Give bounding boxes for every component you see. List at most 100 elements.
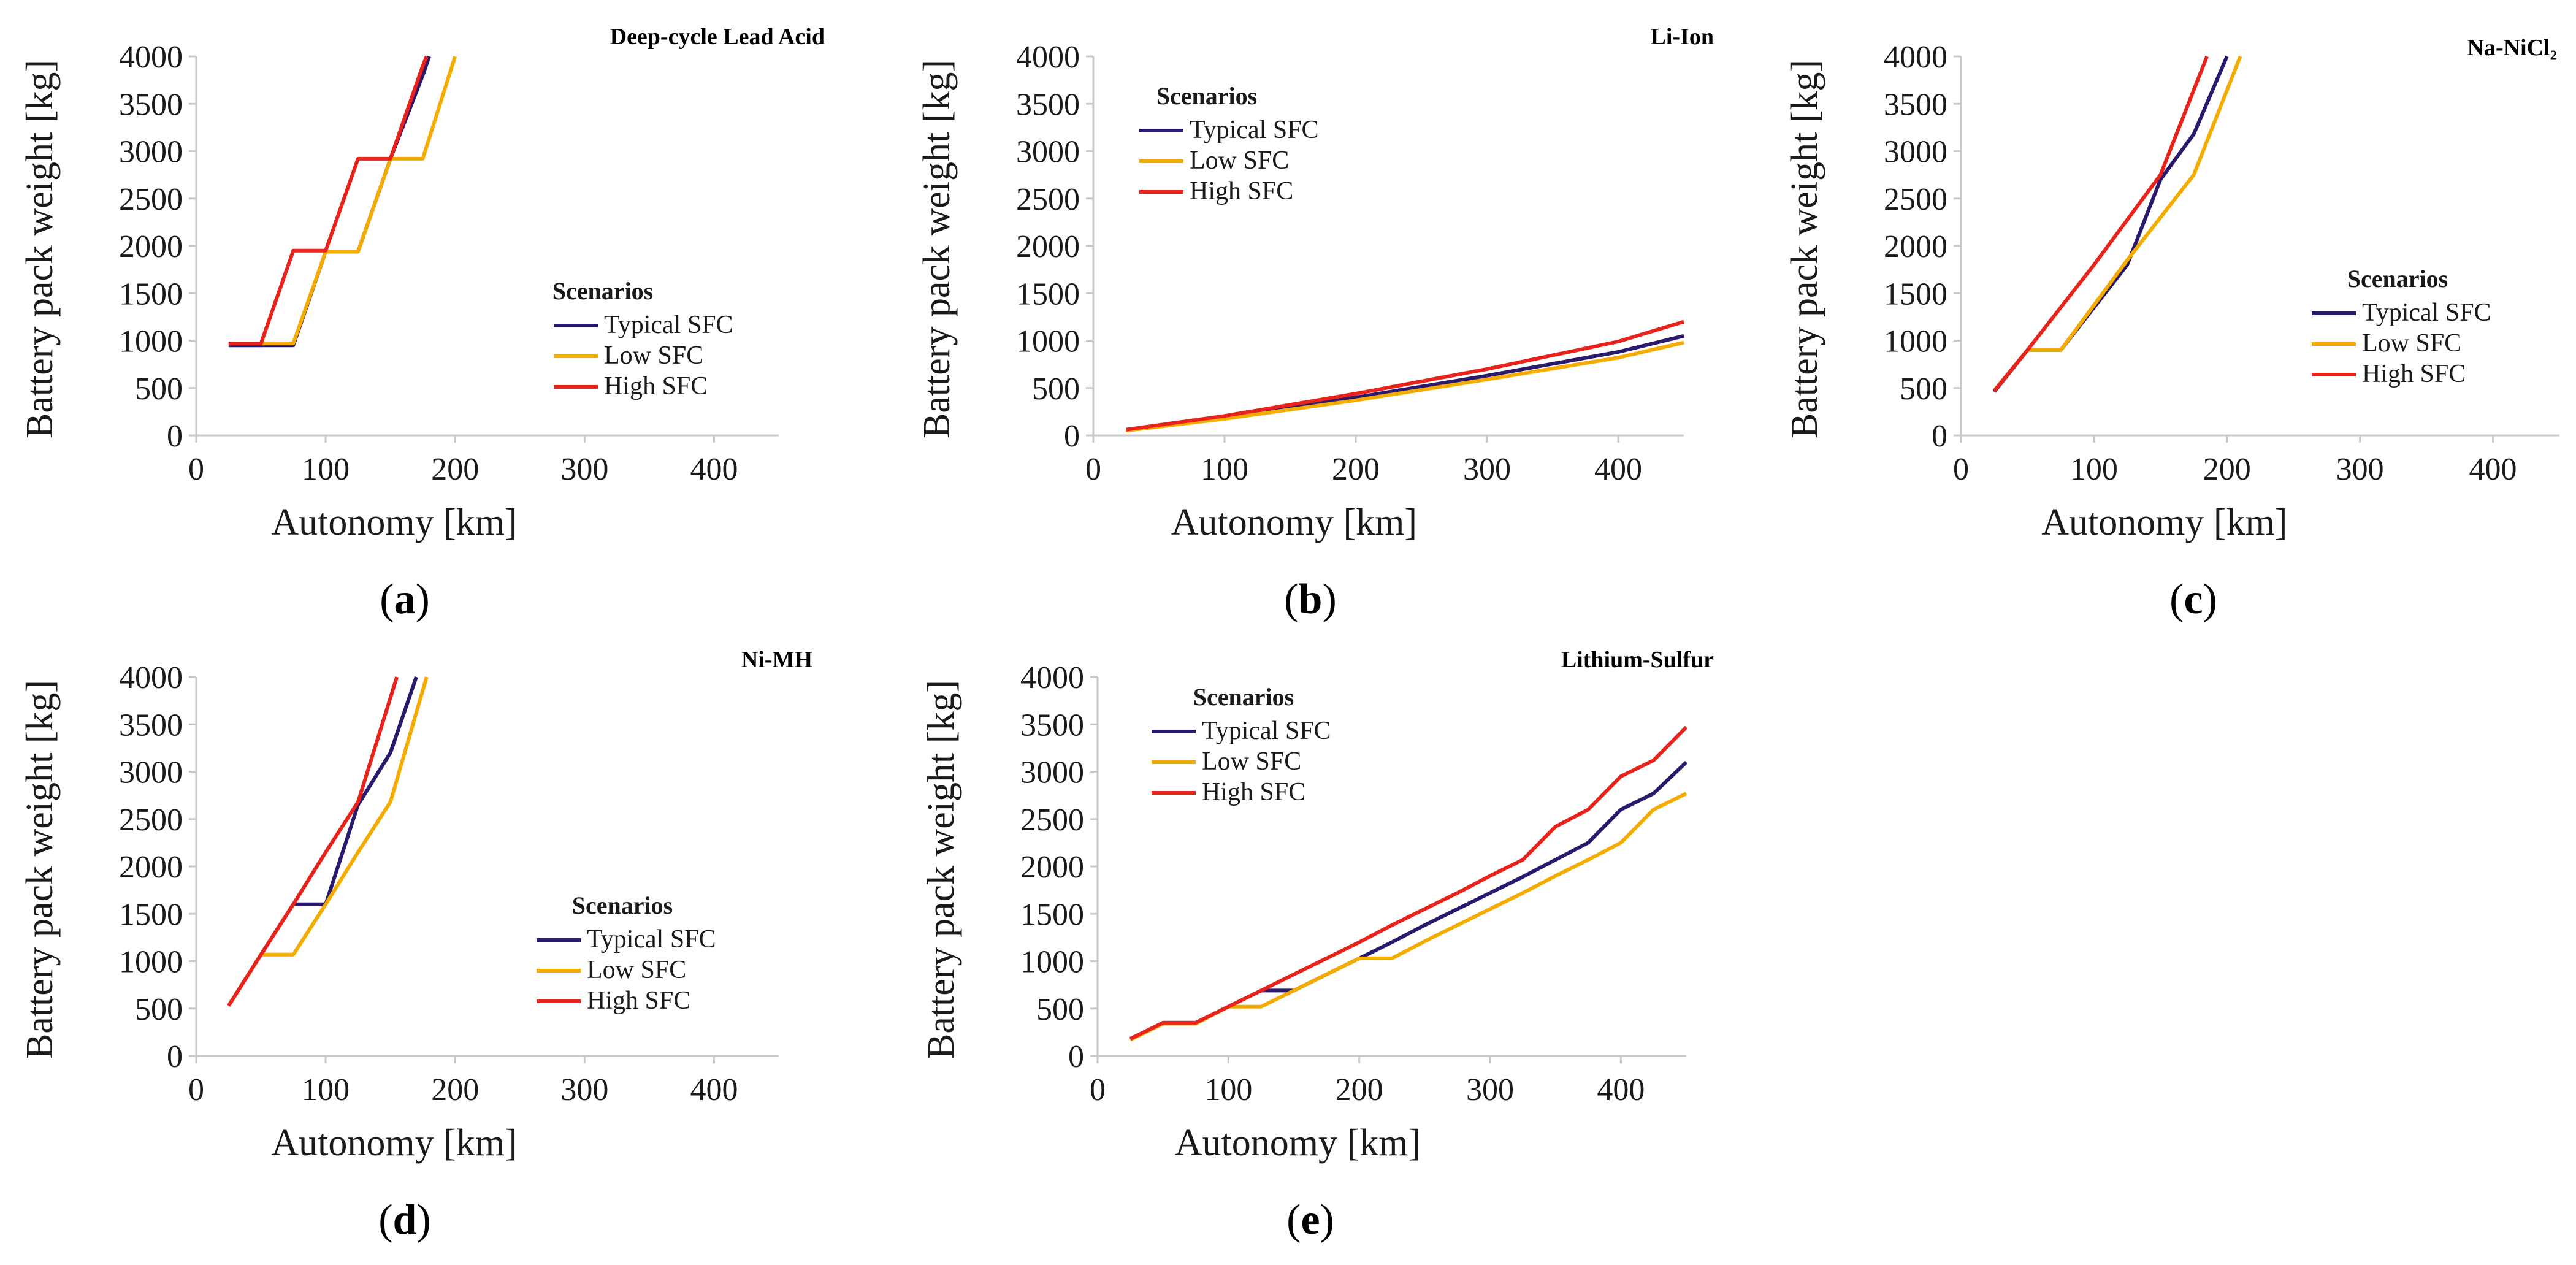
x-tick-label: 300	[1466, 1072, 1514, 1107]
y-tick-label: 0	[1932, 419, 1947, 454]
y-tick-label: 1000	[1884, 324, 1947, 359]
panel-label: (c)	[2169, 576, 2217, 623]
y-tick-label: 0	[167, 1039, 183, 1074]
y-tick-label: 0	[1068, 1039, 1084, 1074]
legend-label: High SFC	[587, 987, 690, 1015]
legend-title: Scenarios	[1193, 683, 1294, 711]
legend-label: Low SFC	[587, 956, 686, 984]
x-tick-label: 0	[1085, 452, 1101, 487]
y-tick-label: 0	[167, 419, 183, 454]
x-tick-label: 100	[1201, 452, 1248, 487]
y-tick-label: 2000	[1884, 229, 1947, 264]
x-tick-label: 300	[560, 1072, 608, 1107]
y-tick-label: 500	[1900, 372, 1947, 407]
chart-title: Na-NiCl₂	[2467, 35, 2558, 61]
x-tick-label: 200	[1332, 452, 1380, 487]
x-axis-label: Autonomy [km]	[1171, 502, 1417, 543]
legend-label: Low SFC	[1190, 147, 1289, 175]
series-line-low-sfc	[228, 56, 457, 346]
y-tick-label: 1000	[1020, 945, 1084, 980]
y-tick-label: 1500	[119, 897, 183, 932]
chart-panel-b: 0 500 1000 1500 2000 2500 3000 3500 4000 0 100 200 3…	[916, 24, 1714, 623]
y-tick-label: 2500	[1016, 182, 1080, 217]
x-tick-label: 200	[2203, 452, 2251, 487]
legend-label: Low SFC	[604, 342, 703, 370]
x-tick-label: 300	[560, 452, 608, 487]
x-tick-label: 100	[1204, 1072, 1252, 1107]
series-line-high-sfc	[228, 55, 429, 346]
x-tick-label: 400	[1594, 452, 1642, 487]
y-tick-label: 4000	[1884, 40, 1947, 75]
y-tick-label: 4000	[119, 660, 183, 695]
series-line-low-sfc	[1992, 55, 2242, 392]
legend-label: Low SFC	[1202, 747, 1301, 776]
legend-title: Scenarios	[1156, 82, 1257, 110]
x-tick-label: 100	[302, 1072, 350, 1107]
x-tick-label: 100	[2070, 452, 2118, 487]
legend-title: Scenarios	[572, 892, 673, 919]
y-tick-label: 2500	[119, 182, 183, 217]
y-tick-label: 1500	[119, 277, 183, 311]
series-line-typical-sfc	[228, 56, 431, 348]
legend-title: Scenarios	[552, 277, 653, 305]
y-tick-label: 1000	[119, 945, 183, 980]
x-tick-label: 200	[1336, 1072, 1383, 1107]
y-tick-label: 2500	[119, 803, 183, 838]
series-line-high-sfc	[227, 676, 399, 1007]
panel-label: (a)	[380, 576, 430, 623]
x-axis-label: Autonomy [km]	[1175, 1122, 1421, 1164]
y-tick-label: 2000	[1016, 229, 1080, 264]
y-tick-label: 3000	[1016, 135, 1080, 170]
y-axis-label: Battery pack weight [kg]	[19, 59, 61, 438]
y-tick-label: 500	[135, 372, 183, 407]
x-tick-label: 300	[1463, 452, 1511, 487]
legend-label: Typical SFC	[587, 925, 716, 954]
legend-label: Low SFC	[2362, 329, 2461, 357]
y-axis-label: Battery pack weight [kg]	[916, 59, 958, 438]
legend-title: Scenarios	[2347, 265, 2448, 292]
x-tick-label: 300	[2336, 452, 2384, 487]
y-tick-label: 3000	[1020, 755, 1084, 790]
y-tick-label: 1000	[119, 324, 183, 359]
y-tick-label: 3500	[1020, 708, 1084, 743]
x-tick-label: 400	[690, 1072, 738, 1107]
y-axis-label: Battery pack weight [kg]	[920, 680, 962, 1059]
chart-title: Deep-cycle Lead Acid	[610, 24, 825, 50]
y-tick-label: 1500	[1884, 277, 1947, 311]
legend-label: Typical SFC	[1202, 717, 1331, 745]
chart-panel-c: 0 500 1000 1500 2000 2500 3000 3500 4000 0 100 200 3…	[1784, 35, 2559, 623]
y-tick-label: 3000	[119, 135, 183, 170]
y-tick-label: 3000	[119, 755, 183, 790]
x-tick-label: 400	[2469, 452, 2517, 487]
chart-title: Lithium-Sulfur	[1561, 647, 1714, 673]
x-tick-label: 0	[188, 452, 204, 487]
y-tick-label: 1500	[1016, 277, 1080, 311]
x-axis-label: Autonomy [km]	[271, 502, 517, 543]
legend-label: Typical SFC	[1190, 116, 1319, 144]
legend-label: High SFC	[2362, 360, 2466, 388]
y-tick-label: 3000	[1884, 135, 1947, 170]
y-tick-label: 2500	[1884, 182, 1947, 217]
y-tick-label: 3500	[119, 708, 183, 743]
panel-label: (d)	[378, 1196, 431, 1244]
x-tick-label: 200	[431, 1072, 479, 1107]
x-tick-label: 100	[302, 452, 350, 487]
series-line-typical-sfc	[227, 676, 418, 1007]
y-tick-label: 3500	[1016, 87, 1080, 122]
chart-panel-a: 0 500 1000 1500 2000 2500 3000 3500 4000 0 100 200 3…	[19, 24, 825, 623]
series-line-high-sfc	[1129, 725, 1688, 1041]
chart-title: Ni-MH	[741, 647, 812, 673]
panel-label: (e)	[1286, 1196, 1334, 1244]
y-tick-label: 3500	[119, 87, 183, 122]
legend-label: High SFC	[604, 372, 708, 400]
y-tick-label: 0	[1064, 419, 1080, 454]
y-tick-label: 3500	[1884, 87, 1947, 122]
x-tick-label: 400	[690, 452, 738, 487]
legend-label: Typical SFC	[2362, 299, 2491, 327]
